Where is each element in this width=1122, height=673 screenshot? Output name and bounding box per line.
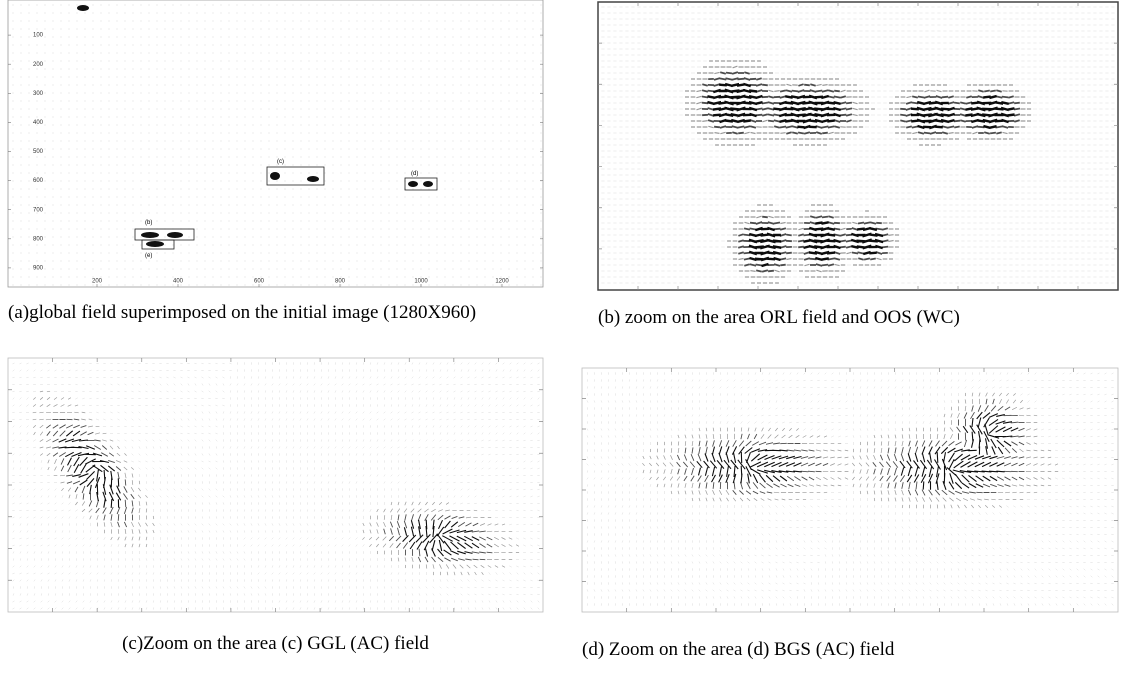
panel-d-frame [582, 368, 1118, 612]
y-tick-label: 700 [33, 207, 44, 213]
x-tick-label: 200 [92, 279, 103, 285]
figure: (b) (c) (d) (e) 200400600800100012001002… [0, 0, 1122, 673]
page: (b) (c) (d) (e) 200400600800100012001002… [0, 0, 1122, 673]
region-label: (c) [277, 159, 284, 165]
region-label: (d) [411, 171, 418, 177]
x-tick-label: 1200 [495, 279, 509, 285]
blob [141, 232, 159, 238]
region-label: (e) [145, 253, 152, 259]
x-tick-label: 800 [335, 279, 346, 285]
caption: (a)global field superimposed on the init… [8, 302, 543, 324]
y-tick-label: 900 [33, 265, 44, 271]
y-tick-label: 500 [33, 149, 44, 155]
x-tick-label: 600 [254, 279, 265, 285]
blob [146, 241, 164, 247]
y-tick-label: 100 [33, 33, 44, 39]
y-tick-label: 300 [33, 91, 44, 97]
y-tick-label: 600 [33, 178, 44, 184]
blob [307, 176, 319, 182]
y-tick-label: 800 [33, 236, 44, 242]
blob [423, 181, 433, 187]
blob [77, 5, 89, 11]
x-tick-label: 400 [173, 279, 184, 285]
caption: (c)Zoom on the area (c) GGL (AC) field [8, 633, 543, 655]
y-tick-label: 400 [33, 120, 44, 126]
caption: (d) Zoom on the area (d) BGS (AC) field [582, 639, 1118, 661]
caption: (b) zoom on the area ORL field and OOS (… [598, 307, 1122, 329]
blob [167, 232, 183, 238]
y-tick-label: 200 [33, 62, 44, 68]
blob [408, 181, 418, 187]
panel-a-frame [8, 0, 543, 287]
x-tick-label: 1000 [414, 279, 428, 285]
blob [270, 172, 280, 180]
